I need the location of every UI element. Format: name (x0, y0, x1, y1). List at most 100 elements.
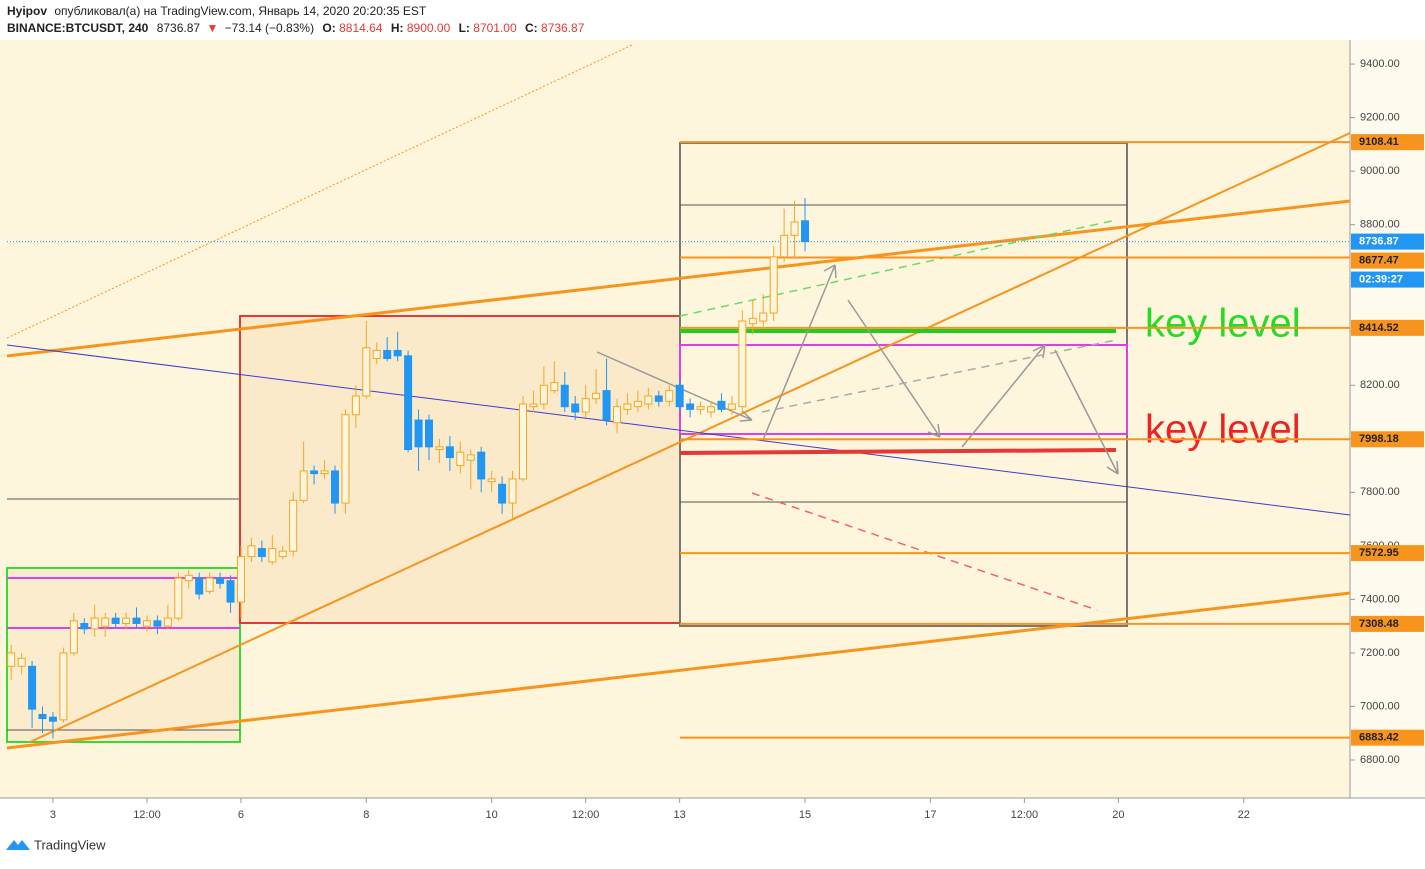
l-label: L: (459, 21, 470, 35)
candle-body (153, 620, 162, 627)
candle-body (247, 545, 256, 558)
price-label: 7308.48 (1359, 618, 1399, 630)
candle-body (707, 406, 716, 413)
x-tick-label: 3 (50, 809, 56, 821)
candle-body (236, 556, 245, 603)
price-label: 8677.47 (1359, 254, 1399, 266)
y-tick-label: 7200.00 (1360, 647, 1400, 659)
candle-body (581, 398, 590, 413)
price-label: 7998.18 (1359, 433, 1399, 445)
x-tick-label: 17 (924, 809, 936, 821)
logo (6, 840, 30, 850)
candle-body (111, 617, 120, 624)
candle-body (174, 577, 183, 619)
candle-body (195, 577, 204, 595)
annotation: key level (1145, 302, 1301, 346)
y-tick-label: 9000.00 (1360, 165, 1400, 177)
x-tick-label: 13 (674, 809, 686, 821)
candle-body (717, 400, 726, 410)
candle-body (142, 620, 151, 627)
candle-body (372, 349, 381, 360)
o-label: O: (322, 21, 335, 35)
price-label-bg (1351, 252, 1424, 269)
candle-body (592, 392, 601, 400)
y-tick-label: 7000.00 (1360, 700, 1400, 712)
candle-body (769, 256, 778, 314)
y-tick-label: 8200.00 (1360, 379, 1400, 391)
trend-line (6, 591, 1351, 750)
candle-body (59, 652, 68, 721)
candle-body (748, 317, 757, 325)
dashed-path (761, 339, 1117, 413)
candle-body (602, 390, 611, 421)
author: Hyipov (7, 4, 47, 18)
candle-body (456, 451, 465, 467)
candle-body (90, 617, 99, 630)
candle-body (477, 451, 486, 480)
trend-line (6, 199, 1351, 358)
candle-body (466, 454, 475, 461)
arrow (596, 351, 753, 422)
candle-body (7, 652, 16, 667)
candle-body (424, 419, 433, 448)
candle-body (226, 580, 235, 603)
candle-body (393, 349, 402, 357)
candle-body (362, 347, 371, 397)
header-line2: BINANCE:BTCUSDT, 240 8736.87 ▼ −73.14 (−… (7, 21, 585, 35)
candle-body (257, 548, 266, 558)
candle-body (184, 574, 193, 582)
y-tick-label: 7400.00 (1360, 593, 1400, 605)
candle-body (38, 713, 47, 720)
candle-body (665, 390, 674, 402)
x-tick-label: 12:00 (133, 809, 161, 821)
candle-body (508, 478, 517, 504)
candle-body (654, 395, 663, 402)
candle-body (351, 395, 360, 416)
candle-body (738, 320, 747, 408)
red-level (679, 448, 1117, 455)
arrow (1054, 349, 1119, 475)
candle-body (268, 548, 277, 563)
candle-body (780, 234, 789, 258)
candle-body (132, 617, 141, 624)
candle-body (216, 577, 225, 584)
candle-body (404, 355, 413, 451)
green-box (6, 567, 241, 743)
candle-body (320, 470, 329, 475)
price-label-bg (1351, 431, 1424, 448)
price-label: 9108.41 (1359, 136, 1399, 148)
x-tick-label: 8 (363, 809, 369, 821)
price-label: 8414.52 (1359, 322, 1399, 334)
arrow (961, 344, 1046, 448)
price-label-bg (1351, 615, 1424, 632)
symbol: BINANCE:BTCUSDT, 240 (7, 21, 149, 35)
dashed-path (751, 492, 1098, 611)
x-tick-label: 20 (1112, 809, 1124, 821)
candle-body (17, 657, 26, 667)
candle-body (539, 384, 548, 405)
candle-body (498, 483, 507, 504)
x-tick-label: 15 (799, 809, 811, 821)
candle-body (487, 478, 496, 483)
brand: TradingView (34, 837, 106, 852)
candle-body (445, 446, 454, 459)
y-tick-label: 8800.00 (1360, 219, 1400, 231)
candle-body (633, 400, 642, 408)
price-label-bg (1351, 271, 1424, 288)
candle-body (28, 665, 37, 710)
candle-body (122, 617, 131, 624)
blue-trend (6, 344, 1351, 516)
candle-body (686, 403, 695, 410)
price-label: 02:39:27 (1359, 273, 1403, 285)
x-tick-label: 12:00 (572, 809, 600, 821)
price-label-bg (1351, 729, 1424, 746)
price-label-bg (1351, 233, 1424, 250)
price-label: 7572.95 (1359, 547, 1399, 559)
price-label: 8736.87 (1359, 235, 1399, 247)
arrow: ▼ (206, 21, 218, 35)
c-label: C: (525, 21, 538, 35)
axis-bg (1350, 40, 1425, 798)
candle-body (414, 419, 423, 448)
footer: TradingView (6, 837, 106, 852)
